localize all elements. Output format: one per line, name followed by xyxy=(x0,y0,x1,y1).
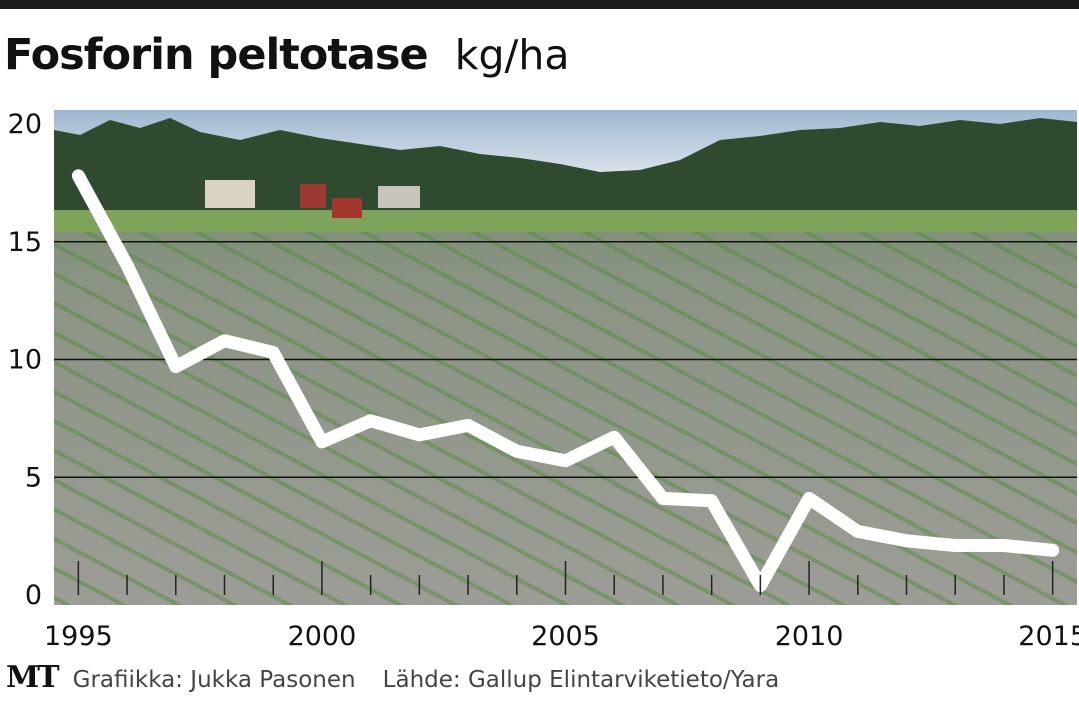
gridlines xyxy=(54,241,1077,478)
y-tick-label-10: 10 xyxy=(8,345,42,376)
x-tick-label-2015: 2015 xyxy=(1018,621,1079,652)
y-tick-labels: 0 5 10 15 20 xyxy=(8,109,42,611)
series-0-line xyxy=(71,169,1060,593)
chart-header: Fosforin peltotase kg/ha xyxy=(4,30,569,80)
x-tick-label-2005: 2005 xyxy=(531,621,600,652)
y-tick-label-20: 20 xyxy=(8,109,42,140)
y-tick-label-5: 5 xyxy=(25,462,42,493)
chart-footer: MT Grafiikka: Jukka Pasonen Lähde: Gallu… xyxy=(6,660,779,695)
y-tick-label-0: 0 xyxy=(25,580,42,611)
x-tick-label-2010: 2010 xyxy=(775,621,844,652)
series-line xyxy=(71,169,1060,593)
data-source: Lähde: Gallup Elintarviketieto/Yara xyxy=(382,667,780,693)
x-tick-label-2000: 2000 xyxy=(288,621,357,652)
line-chart: 0 5 10 15 20 1995 2000 2005 2010 2015 xyxy=(8,109,1079,652)
x-tick-labels: 1995 2000 2005 2010 2015 xyxy=(44,621,1079,652)
chart-unit: kg/ha xyxy=(454,31,570,79)
publisher-logo: MT xyxy=(6,660,60,695)
background-photo xyxy=(54,110,1077,605)
y-tick-label-15: 15 xyxy=(8,227,42,258)
graphics-credit: Grafiikka: Jukka Pasonen xyxy=(72,667,356,693)
top-rule xyxy=(0,0,1079,9)
x-ticks xyxy=(77,561,1054,595)
chart-title: Fosforin peltotase xyxy=(4,30,429,80)
x-tick-label-1995: 1995 xyxy=(44,621,113,652)
